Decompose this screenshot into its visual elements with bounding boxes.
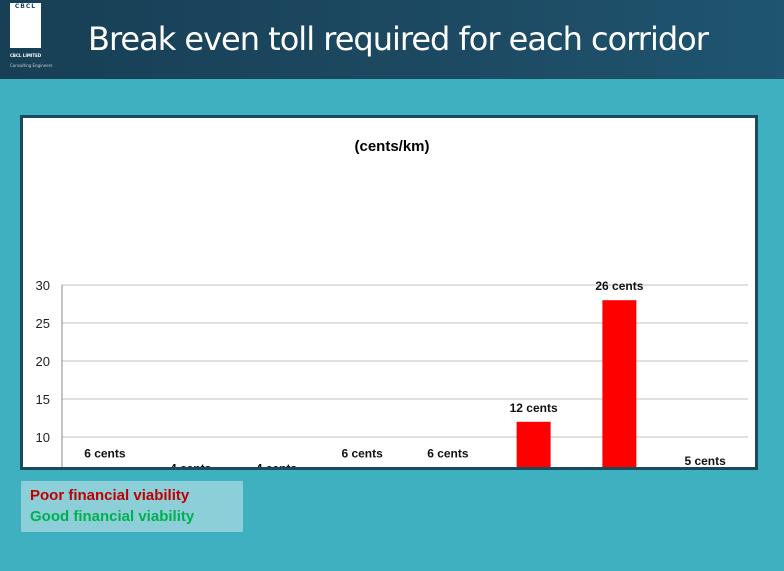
bar xyxy=(602,300,637,467)
y-tick-label: 15 xyxy=(36,392,50,407)
data-label: 6 cents xyxy=(341,446,383,460)
logo-mark: CBCL xyxy=(10,3,41,48)
data-label: 6 cents xyxy=(84,446,126,460)
bar-chart: (cents/km) 0510152025306 centsCorridor 1… xyxy=(36,138,748,467)
data-label: 4 cents xyxy=(170,462,212,467)
data-label: 12 cents xyxy=(510,401,558,415)
chart-title: (cents/km) xyxy=(354,138,429,155)
chart-container: (cents/km) 0510152025306 centsCorridor 1… xyxy=(20,115,758,470)
legend: Poor financial viability Good financial … xyxy=(21,481,243,532)
data-label: 26 cents xyxy=(595,279,643,293)
slide-title: Break even toll required for each corrid… xyxy=(88,20,709,58)
legend-poor: Poor financial viability xyxy=(30,487,190,504)
data-label: 6 cents xyxy=(427,446,469,460)
slide-header: CBCL CBCL LIMITED Consulting Engineers B… xyxy=(0,0,784,79)
y-tick-label: 10 xyxy=(36,430,50,445)
legend-good: Good financial viability xyxy=(30,508,195,525)
cbcl-logo: CBCL CBCL LIMITED Consulting Engineers xyxy=(10,3,53,68)
y-tick-label: 20 xyxy=(36,354,50,369)
data-label: 5 cents xyxy=(684,454,726,467)
data-label: 4 cents xyxy=(256,462,298,467)
y-tick-label: 25 xyxy=(36,316,50,331)
y-tick-label: 30 xyxy=(36,278,50,293)
bar xyxy=(516,421,551,467)
